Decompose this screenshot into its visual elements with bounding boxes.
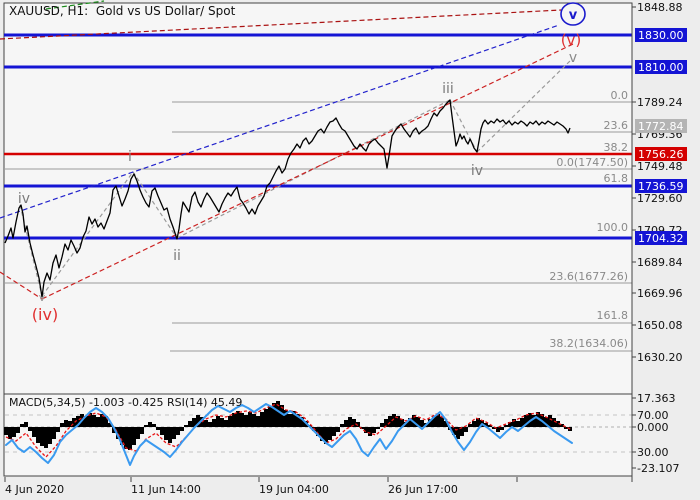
time-label: 26 Jun 17:00 bbox=[388, 483, 458, 496]
wave-label-iv: iv bbox=[471, 163, 483, 179]
trendline bbox=[41, 43, 574, 300]
price-badge-label: 1830.00 bbox=[638, 29, 684, 42]
price-tick-label: 1848.88 bbox=[637, 1, 683, 14]
trendline bbox=[0, 271, 43, 300]
wave-label-iv: iv bbox=[18, 191, 30, 207]
time-label: 19 Jun 04:00 bbox=[259, 483, 329, 496]
indicator-caption: MACD(5,34,5) -1.003 -0.425 RSI(14) 45.49 bbox=[9, 396, 243, 409]
wave-label-v: (v) bbox=[561, 31, 582, 49]
level-lines bbox=[4, 33, 632, 240]
time-axis: 4 Jun 2020 11 Jun 14:00 19 Jun 04:00 26 Jun… bbox=[4, 477, 518, 496]
price-tick-label: 1789.24 bbox=[637, 96, 683, 109]
fibonacci-lines: 0.0 23.6 38.2 61.8 100.0 161.8 0.0(1747.50) 23.… bbox=[5, 89, 632, 352]
price-tick-label: 1650.08 bbox=[637, 319, 683, 332]
circled-wave-label: v bbox=[569, 8, 578, 23]
price-badge-label: 1736.59 bbox=[638, 180, 684, 193]
price-badge-label: 1756.26 bbox=[638, 148, 684, 161]
trendline bbox=[476, 59, 572, 153]
price-badge-1810.00 bbox=[635, 60, 687, 74]
trendline bbox=[45, 0, 105, 10]
price-badge-1736.59 bbox=[635, 179, 687, 193]
fib-label: 0.0 bbox=[611, 89, 629, 102]
fib-label: 38.2(1634.06) bbox=[549, 337, 628, 350]
trendline bbox=[0, 24, 560, 219]
macd-scale-label: 70.00 bbox=[637, 409, 669, 422]
fib-label: 23.6(1677.26) bbox=[549, 270, 628, 283]
trendline bbox=[132, 171, 178, 239]
time-label: 4 Jun 2020 bbox=[5, 483, 64, 496]
trendline bbox=[0, 9, 562, 40]
price-badge-label: 1704.32 bbox=[638, 232, 684, 245]
price-axis: 1848.881789.241769.361749.481729.601709.… bbox=[631, 1, 687, 482]
trendline bbox=[449, 99, 478, 153]
fib-label: 38.2 bbox=[604, 141, 629, 154]
main-panel bbox=[3, 2, 633, 395]
macd-scale-label: 30.00 bbox=[637, 446, 669, 459]
wave-label-v: v bbox=[569, 50, 577, 66]
wave-label-ii: ii bbox=[173, 248, 181, 264]
price-line bbox=[4, 99, 571, 298]
macd-scale-label: 0.000 bbox=[637, 421, 669, 434]
fib-label: 100.0 bbox=[597, 221, 629, 234]
price-badge-1756.26 bbox=[635, 147, 687, 161]
time-label: 11 Jun 14:00 bbox=[131, 483, 201, 496]
price-badge-1704.32 bbox=[635, 231, 687, 245]
price-badge-label: 1810.00 bbox=[638, 61, 684, 74]
wave-label-iv: (iv) bbox=[32, 305, 58, 324]
price-tick-label: 1689.84 bbox=[637, 256, 683, 269]
circled-wave-ellipse bbox=[560, 2, 586, 26]
price-tick-label: 1729.60 bbox=[637, 192, 683, 205]
macd-scale-label: -23.107 bbox=[637, 462, 679, 475]
rsi-line bbox=[5, 403, 573, 466]
price-tick-label: 1630.20 bbox=[637, 351, 683, 364]
price-badge-1772.84 bbox=[635, 119, 687, 133]
wave-label-v: v bbox=[39, 291, 46, 304]
macd-indicator: 17.363 70.000.000 30.00 -23.107 bbox=[4, 392, 679, 475]
fib-label: 0.0(1747.50) bbox=[556, 156, 628, 169]
price-tick-label: 1749.48 bbox=[637, 160, 683, 173]
price-badge-label: 1772.84 bbox=[638, 120, 684, 133]
fib-label: 23.6 bbox=[604, 119, 629, 132]
price-badge-1830.00 bbox=[635, 28, 687, 42]
wave-label-iii: iii bbox=[442, 81, 454, 97]
macd-scale-label: 17.363 bbox=[637, 392, 676, 405]
price-tick-label: 1669.96 bbox=[637, 287, 683, 300]
trendline bbox=[176, 99, 451, 239]
fib-label: 61.8 bbox=[604, 172, 629, 185]
fib-label: 161.8 bbox=[597, 309, 629, 322]
chart-title: XAUUSD, H1: Gold vs US Dollar/ Spot bbox=[9, 4, 236, 18]
wave-label-i: i bbox=[128, 149, 132, 165]
